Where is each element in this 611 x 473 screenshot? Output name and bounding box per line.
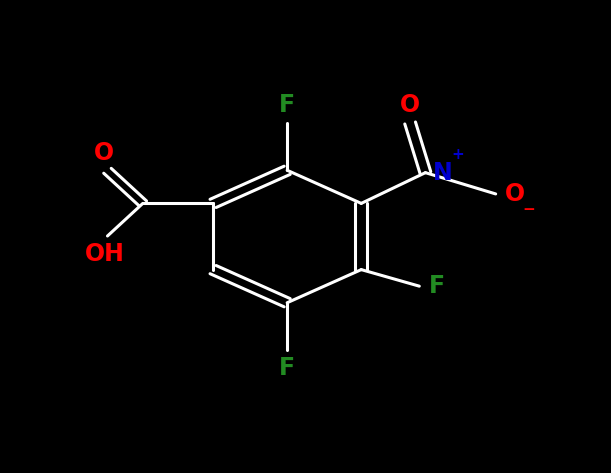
Text: +: + xyxy=(451,147,464,162)
Text: O: O xyxy=(400,93,420,117)
Text: O: O xyxy=(94,141,114,165)
Text: F: F xyxy=(279,93,295,117)
Text: F: F xyxy=(428,274,445,298)
Text: O: O xyxy=(505,182,525,206)
Text: F: F xyxy=(279,356,295,380)
Text: N: N xyxy=(433,161,453,184)
Text: OH: OH xyxy=(84,242,125,266)
Text: −: − xyxy=(522,202,535,218)
